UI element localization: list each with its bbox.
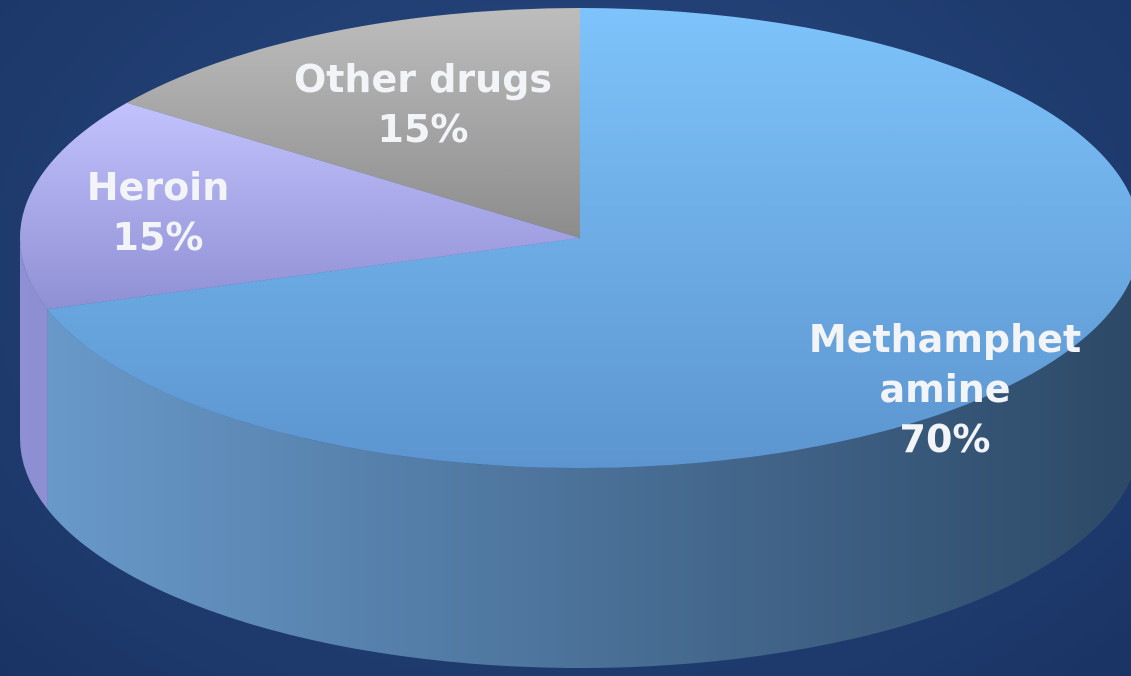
pie-sides (20, 238, 1131, 669)
slice-value-label: 15% (378, 107, 469, 151)
pie-slice-2 (126, 8, 580, 238)
pie-labels: Methamphet amine 70% Heroin 15% Other drugs 15… (87, 57, 1081, 461)
slice-category-label: Heroin (87, 165, 230, 209)
slice-category-label: Other drugs (294, 57, 552, 101)
pie-side-wall-0 (47, 278, 1131, 669)
slice-label-2: Other drugs 15% (294, 57, 552, 151)
slice-value-label: 15% (113, 215, 204, 259)
slice-category-label: amine (879, 367, 1010, 411)
pie-slice-0 (47, 8, 1131, 468)
slice-value-label: 70% (900, 417, 991, 461)
pie-side-wall-1 (20, 238, 48, 510)
slice-category-label: Methamphet (809, 317, 1081, 361)
pie-slice-1 (20, 102, 581, 310)
slice-label-1: Heroin 15% (87, 165, 230, 259)
pie-top (20, 8, 1131, 468)
slice-label-0: Methamphet amine 70% (809, 317, 1081, 461)
